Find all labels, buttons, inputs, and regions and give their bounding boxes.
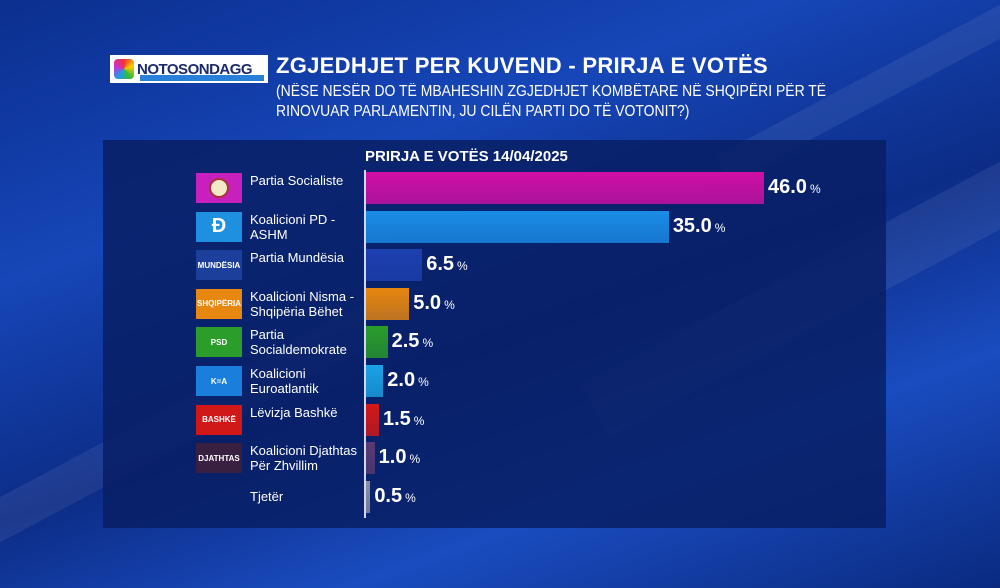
bar bbox=[366, 287, 410, 320]
category-label: Koalicioni Djathtas Për Zhvillim bbox=[250, 443, 357, 474]
category-label: Koalicioni Euroatlantik bbox=[250, 366, 319, 396]
value-text: 1.0 bbox=[378, 446, 407, 469]
bar bbox=[366, 172, 764, 204]
data-label: 5.0% bbox=[413, 292, 454, 315]
party-logo-icon: K=A bbox=[196, 366, 242, 396]
value-text: 2.5 bbox=[391, 330, 420, 353]
bar bbox=[366, 365, 384, 397]
data-label: 1.5% bbox=[383, 408, 424, 431]
bar bbox=[366, 210, 669, 243]
party-logo-icon: BASHKË bbox=[196, 404, 242, 435]
data-label: 46.0% bbox=[768, 176, 821, 199]
bar bbox=[366, 326, 388, 359]
unit-text: % bbox=[413, 413, 425, 428]
unit-text: % bbox=[457, 259, 468, 274]
data-label: 35.0% bbox=[673, 215, 726, 238]
page-subtitle: (NËSE NESËR DO TË MBAHESHIN ZGJEDHJET KO… bbox=[276, 83, 827, 120]
party-logo-icon bbox=[196, 173, 242, 203]
category-label: Koalicioni Nisma - Shqipëria Bëhet bbox=[250, 288, 355, 319]
party-logo-icon bbox=[196, 482, 242, 512]
unit-text: % bbox=[405, 490, 416, 505]
value-text: 46.0 bbox=[768, 176, 807, 198]
notosondaggi-logo: NOTOSONDAGG bbox=[110, 55, 268, 83]
value-text: 5.0 bbox=[413, 291, 442, 314]
data-label: 0.5% bbox=[374, 485, 415, 508]
category-label: Partia Socialiste bbox=[250, 173, 344, 188]
party-logo-icon: SHQIPËRIA bbox=[196, 288, 242, 319]
chart-axis bbox=[364, 170, 366, 518]
chart-title: PRIRJA E VOTËS 14/04/2025 bbox=[365, 148, 568, 165]
data-label: 2.5% bbox=[392, 330, 433, 353]
party-logo-icon: Ð bbox=[196, 211, 242, 242]
unit-text: % bbox=[409, 452, 421, 467]
category-label: Partia Mundësia bbox=[250, 250, 344, 266]
bar bbox=[366, 403, 379, 436]
value-text: 1.5 bbox=[382, 407, 411, 430]
category-label: Partia Socialdemokrate bbox=[250, 327, 347, 358]
value-text: 6.5 bbox=[426, 253, 455, 276]
category-label: Koalicioni PD - ASHM bbox=[250, 211, 336, 242]
data-label: 6.5% bbox=[426, 253, 467, 276]
unit-text: % bbox=[444, 297, 455, 312]
party-logo-icon: PSD bbox=[196, 327, 242, 358]
unit-text: % bbox=[418, 375, 429, 389]
party-logo-icon: DJATHTAS bbox=[196, 443, 242, 474]
value-text: 35.0 bbox=[672, 214, 712, 237]
unit-text: % bbox=[809, 182, 821, 196]
category-label: Lëvizja Bashkë bbox=[250, 404, 338, 420]
bar bbox=[366, 249, 423, 282]
unit-text: % bbox=[714, 220, 726, 235]
unit-text: % bbox=[422, 336, 434, 351]
category-label: Tjetër bbox=[250, 488, 284, 504]
bar bbox=[366, 480, 371, 513]
value-text: 0.5 bbox=[374, 484, 403, 507]
data-label: 1.0% bbox=[379, 446, 420, 469]
party-logo-icon: MUNDËSIA bbox=[196, 250, 242, 281]
page-title: ZGJEDHJET PER KUVEND - PRIRJA E VOTËS bbox=[276, 53, 768, 78]
data-label: 2.0% bbox=[387, 369, 428, 392]
value-text: 2.0 bbox=[387, 369, 416, 391]
bar bbox=[366, 442, 375, 475]
